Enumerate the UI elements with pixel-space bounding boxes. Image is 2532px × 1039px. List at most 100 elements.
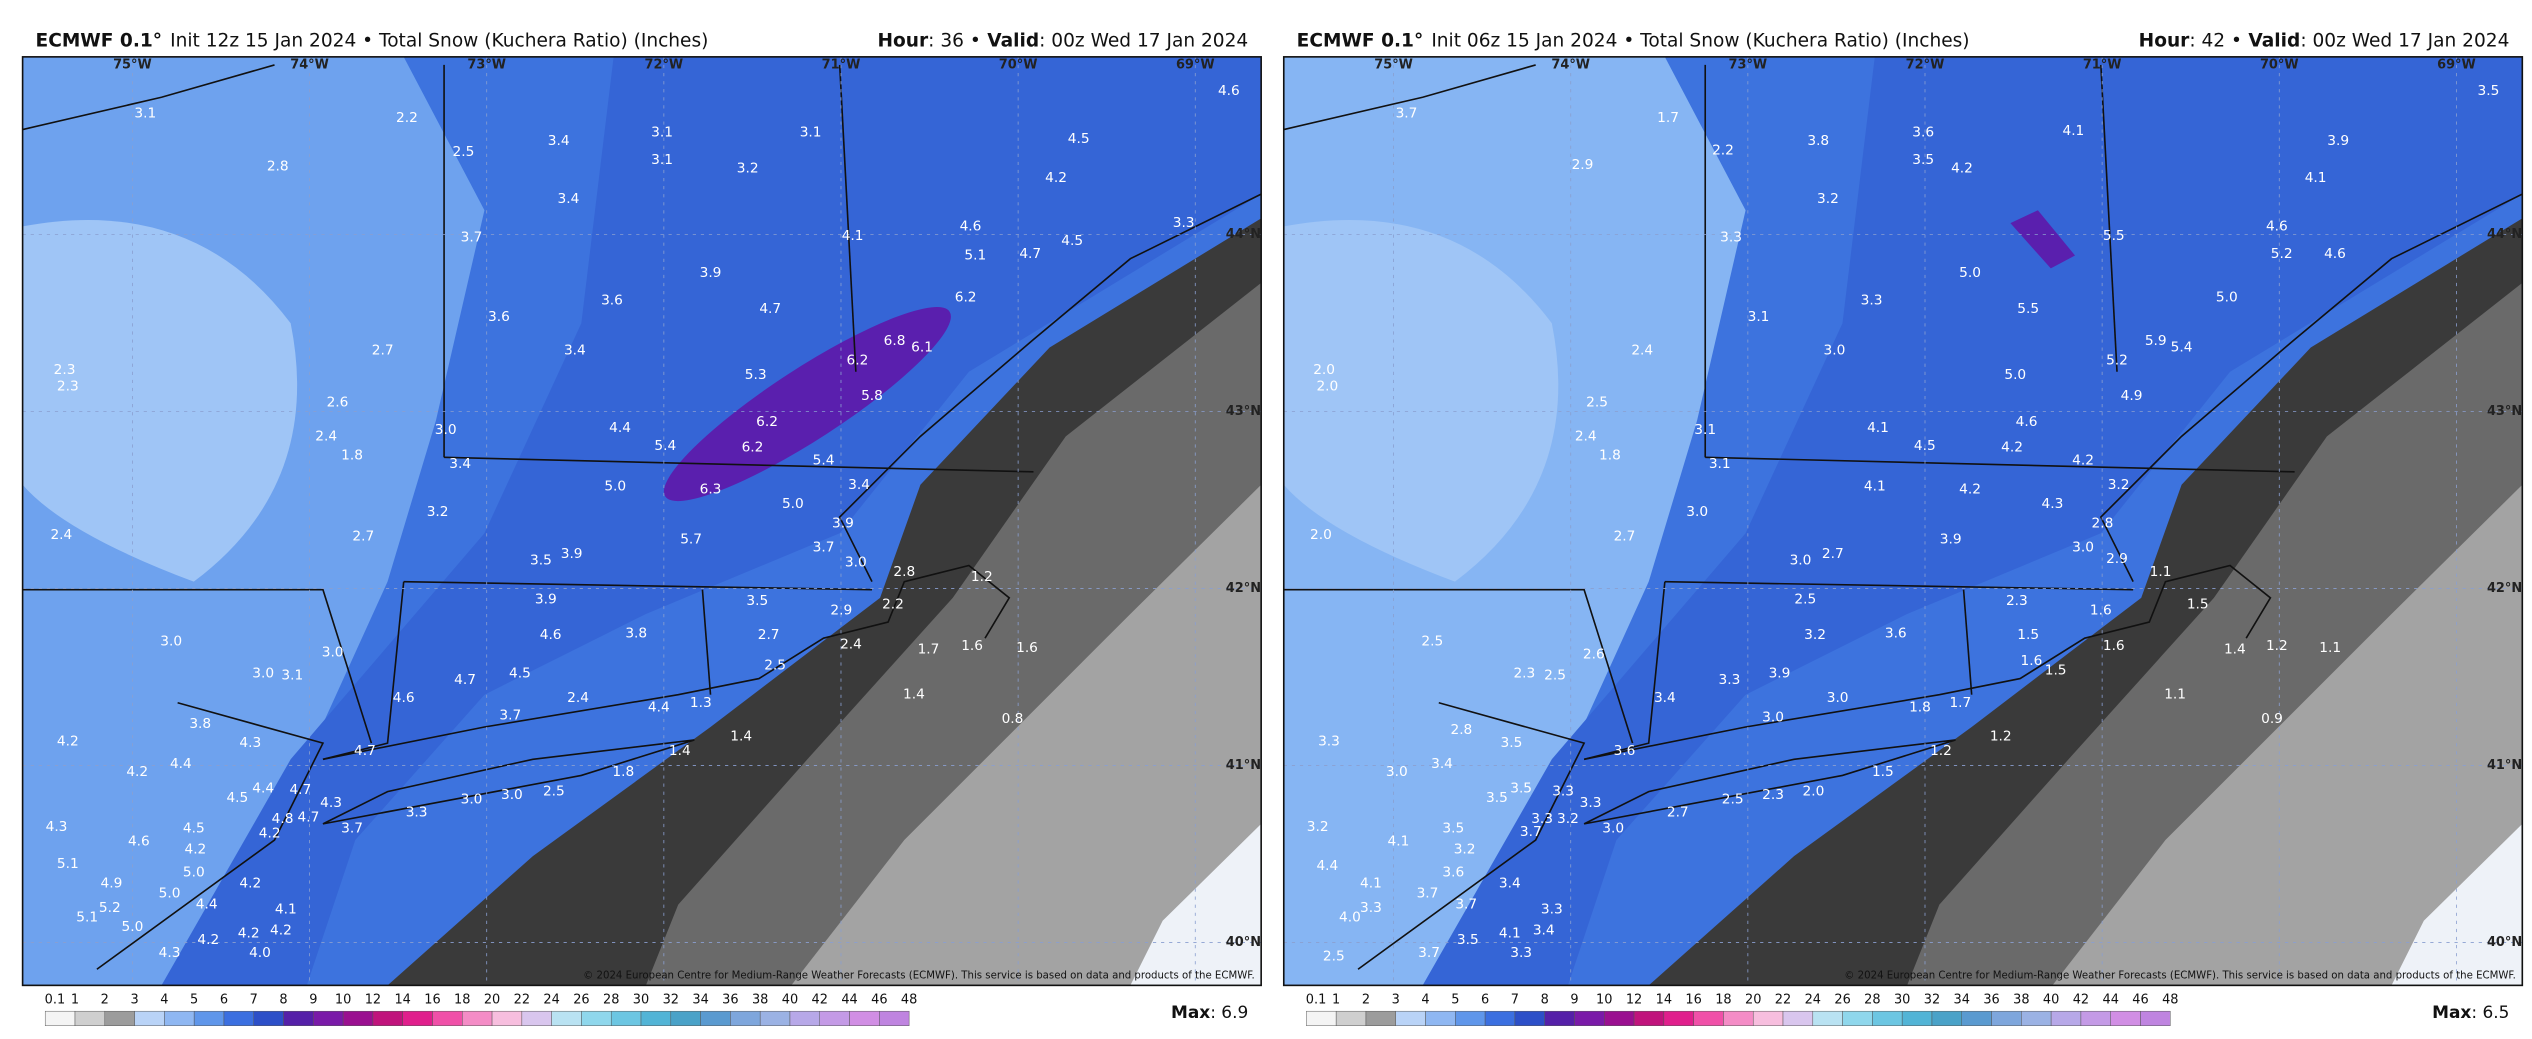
- colorbar-label: 34: [692, 992, 708, 1007]
- snow-value: 3.5: [2477, 83, 2499, 99]
- snow-value: 1.2: [1990, 729, 2012, 745]
- snow-value: 3.0: [1827, 690, 1849, 706]
- snow-value: 3.3: [406, 805, 428, 821]
- heavy-snow-zone: [663, 307, 951, 502]
- snow-value: 3.1: [1694, 422, 1716, 438]
- snow-value: 5.0: [604, 478, 626, 494]
- colorbar-label: 42: [2073, 992, 2089, 1007]
- snow-value: 4.4: [648, 700, 670, 716]
- colorbar-swatch: [1812, 1010, 1843, 1026]
- snow-value: 3.7: [1417, 885, 1439, 901]
- snow-value: 2.3: [54, 362, 76, 378]
- snow-value: 4.6: [393, 690, 415, 706]
- snow-value: 2.9: [830, 603, 852, 619]
- colorbar-swatch: [432, 1010, 463, 1026]
- header-run: Init 12z 15 Jan 2024 • Total Snow (Kuche…: [170, 30, 708, 51]
- colorbar-label: 44: [2102, 992, 2118, 1007]
- colorbar-label: 12: [1626, 992, 1642, 1007]
- boundary-line: [403, 580, 873, 591]
- longitude-label: 70°W: [999, 57, 1038, 72]
- snow-value: 3.1: [281, 667, 303, 683]
- colorbar-swatch: [610, 1010, 642, 1026]
- colorbar-swatch: [1693, 1010, 1724, 1026]
- snow-value: 3.6: [601, 293, 623, 309]
- header-run: Init 06z 15 Jan 2024 • Total Snow (Kuche…: [1431, 30, 1969, 51]
- snow-value: 4.0: [249, 945, 271, 961]
- colorbar-swatch: [134, 1010, 165, 1026]
- snow-value: 2.7: [1614, 528, 1636, 544]
- colorbar-label: 24: [1805, 992, 1821, 1007]
- snow-value: 3.4: [449, 456, 471, 472]
- boundary-line: [322, 581, 405, 761]
- snow-value: 3.0: [1386, 764, 1408, 780]
- snow-value: 4.5: [509, 666, 531, 682]
- boundary-line: [1283, 588, 1634, 744]
- longitude-label: 70°W: [2260, 57, 2299, 72]
- snow-value: 3.0: [1602, 821, 1624, 837]
- snow-value: 3.5: [1510, 780, 1532, 796]
- colorbar-label: 14: [394, 992, 410, 1007]
- colorbar-label: 36: [722, 992, 738, 1007]
- snow-value: 2.9: [1572, 157, 1594, 173]
- snow-value: 5.9: [2145, 333, 2167, 349]
- snow-value: 6.1: [911, 340, 933, 356]
- snow-value: 3.5: [530, 553, 552, 569]
- colorbar-label: 6: [1481, 992, 1489, 1007]
- mid-snow-zone: [161, 56, 1262, 986]
- snow-value: 2.5: [764, 658, 786, 674]
- ocean-light: [791, 484, 1262, 986]
- heavy-snow-zone: [2010, 210, 2076, 269]
- snow-value: 4.6: [1218, 83, 1240, 99]
- colorbar-label: 10: [1596, 992, 1612, 1007]
- colorbar-swatch: [581, 1010, 612, 1026]
- snow-value: 3.8: [1807, 133, 1829, 149]
- snow-value: 4.9: [101, 876, 123, 892]
- longitude-label: 71°W: [2083, 57, 2122, 72]
- latitude-label: 43°N: [1226, 404, 1261, 419]
- snow-value: 3.3: [1552, 784, 1574, 800]
- snow-value: 3.4: [564, 343, 586, 359]
- colorbar-label: 6: [220, 992, 228, 1007]
- colorbar-label: 28: [603, 992, 619, 1007]
- snow-value: 2.6: [1583, 646, 1605, 662]
- snow-value: 6.8: [884, 333, 906, 349]
- snow-value: 4.4: [1316, 858, 1338, 874]
- snow-value: 4.6: [2324, 246, 2346, 262]
- colorbar-label: 7: [250, 992, 258, 1007]
- snow-value: 4.4: [252, 780, 274, 796]
- header-valid-label: Valid: [987, 30, 1039, 51]
- snow-value: 3.1: [651, 125, 673, 141]
- snow-value: 6.2: [955, 289, 977, 305]
- boundary-line: [444, 456, 1034, 473]
- snow-value: 3.3: [1531, 811, 1553, 827]
- snow-value: 3.0: [461, 792, 483, 808]
- snow-value: 6.2: [847, 352, 869, 368]
- snow-value: 2.7: [372, 343, 394, 359]
- snow-value: 3.2: [1817, 191, 1839, 207]
- snow-value: 3.2: [1804, 627, 1826, 643]
- snow-value: 1.6: [2090, 603, 2112, 619]
- snow-value: 3.3: [1580, 795, 1602, 811]
- snow-value: 4.2: [1959, 482, 1981, 498]
- snow-value: 3.5: [1457, 932, 1479, 948]
- snow-value: 4.1: [1499, 926, 1521, 942]
- colorbar-swatch: [1961, 1010, 1992, 1026]
- colorbar-label: 7: [1511, 992, 1519, 1007]
- snow-value: 3.7: [341, 821, 363, 837]
- colorbar-swatch: [2050, 1010, 2082, 1026]
- snow-value: 3.8: [625, 625, 647, 641]
- snow-value: 4.1: [2062, 123, 2084, 139]
- snow-value: 4.5: [183, 821, 205, 837]
- snow-value: 3.5: [1912, 152, 1934, 168]
- snow-value: 4.9: [2121, 388, 2143, 404]
- snow-value: 3.0: [322, 645, 344, 661]
- colorbar-label: 5: [190, 992, 198, 1007]
- snow-value: 6.2: [756, 414, 778, 430]
- colorbar-label: 46: [871, 992, 887, 1007]
- colorbar-swatch: [1663, 1010, 1694, 1026]
- colorbar-label: 8: [1541, 992, 1549, 1007]
- boundary-line: [1357, 702, 1586, 970]
- colorbar-label: 40: [2043, 992, 2059, 1007]
- snow-value: 5.1: [57, 856, 79, 872]
